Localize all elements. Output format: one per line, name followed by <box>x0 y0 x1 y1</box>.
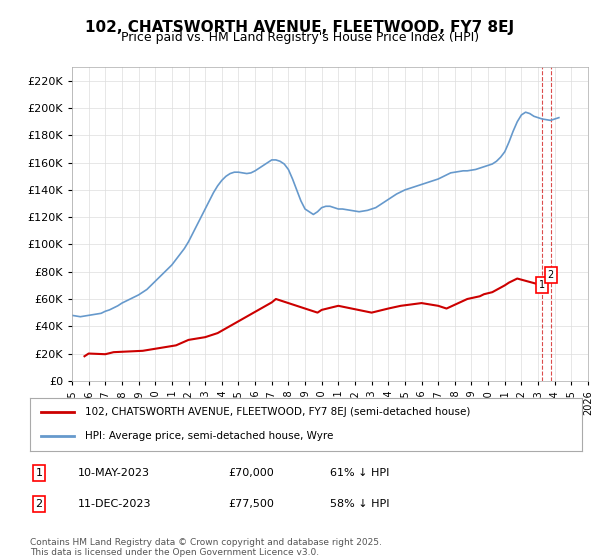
Text: Price paid vs. HM Land Registry's House Price Index (HPI): Price paid vs. HM Land Registry's House … <box>121 31 479 44</box>
Text: 1: 1 <box>539 281 545 290</box>
Text: 2: 2 <box>547 270 554 280</box>
Text: Contains HM Land Registry data © Crown copyright and database right 2025.
This d: Contains HM Land Registry data © Crown c… <box>30 538 382 557</box>
Text: 11-DEC-2023: 11-DEC-2023 <box>78 499 151 509</box>
Text: £77,500: £77,500 <box>228 499 274 509</box>
Text: 102, CHATSWORTH AVENUE, FLEETWOOD, FY7 8EJ: 102, CHATSWORTH AVENUE, FLEETWOOD, FY7 8… <box>85 20 515 35</box>
Text: 1: 1 <box>35 468 43 478</box>
Text: 10-MAY-2023: 10-MAY-2023 <box>78 468 150 478</box>
Text: 2: 2 <box>35 499 43 509</box>
Text: 102, CHATSWORTH AVENUE, FLEETWOOD, FY7 8EJ (semi-detached house): 102, CHATSWORTH AVENUE, FLEETWOOD, FY7 8… <box>85 408 470 418</box>
Text: 61% ↓ HPI: 61% ↓ HPI <box>330 468 389 478</box>
Text: 58% ↓ HPI: 58% ↓ HPI <box>330 499 389 509</box>
Text: £70,000: £70,000 <box>228 468 274 478</box>
Text: HPI: Average price, semi-detached house, Wyre: HPI: Average price, semi-detached house,… <box>85 431 334 441</box>
